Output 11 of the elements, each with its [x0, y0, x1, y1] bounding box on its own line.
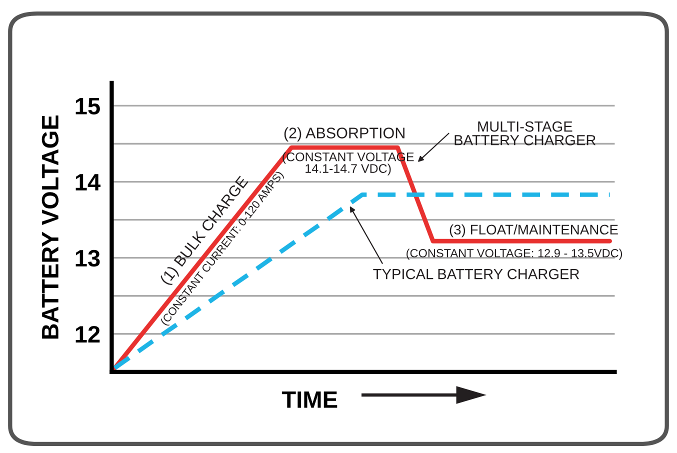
y-tick-label: 13 — [76, 250, 100, 267]
annotation: TYPICAL BATTERY CHARGER — [373, 268, 580, 280]
annotation: (CONSTANT VOLTAGE: 12.9 - 13.5VDC) — [406, 248, 622, 260]
annotation: (2) ABSORPTION — [284, 127, 404, 142]
y-tick-label: 12 — [76, 326, 100, 342]
annotation: MULTI-STAGE BATTERY CHARGER — [454, 121, 596, 146]
x-axis-title: TIME — [282, 392, 338, 408]
annotation: (3) FLOAT/MAINTENANCE — [450, 224, 618, 238]
y-tick-label: 15 — [76, 98, 100, 115]
y-tick-label: 14 — [76, 174, 100, 190]
y-axis-title: BATTERY VOLTAGE — [42, 116, 59, 339]
